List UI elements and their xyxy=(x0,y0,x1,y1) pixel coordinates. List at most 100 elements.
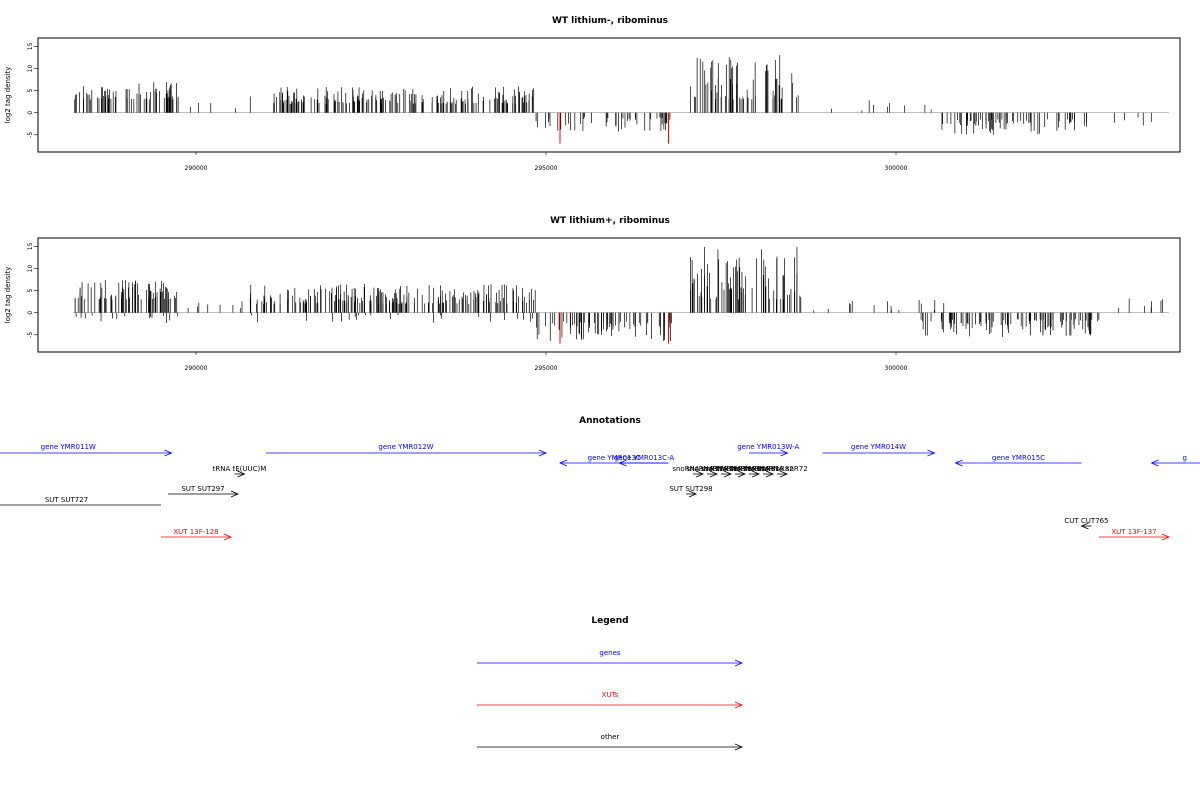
track-panel-lithium-minus: WT lithium-, ribominus log2 tag density … xyxy=(4,16,1181,172)
feature-arrow-head xyxy=(709,470,719,478)
feature-arrow-head xyxy=(688,490,698,498)
y-tick-label: -5 xyxy=(27,132,34,138)
feature-label: snoRNA snR77 xyxy=(672,465,723,473)
y-tick-label: 10 xyxy=(27,65,34,73)
track-title: WT lithium-, ribominus xyxy=(552,16,668,26)
plot-frame xyxy=(37,237,1181,353)
annotation-feature: snoRNA snR72 xyxy=(756,465,808,478)
y-tick-label: -5 xyxy=(27,332,34,338)
annotation-feature: snoRNA snR78 xyxy=(686,465,738,478)
feature-label: XUT 13F-137 xyxy=(1111,528,1156,536)
density-bars xyxy=(73,54,1169,144)
x-tick-label: 290000 xyxy=(185,365,208,372)
y-tick-label: 10 xyxy=(27,265,34,273)
y-tick-label: 15 xyxy=(27,42,34,50)
x-tick-label: 295000 xyxy=(535,165,558,172)
annotation-feature: snoRNA snR82 xyxy=(742,465,794,478)
annotation-feature: snoRNA snR80 xyxy=(714,465,766,478)
feature-arrow-head xyxy=(223,533,233,541)
y-axis-ticks: -5 0 5 10 15 xyxy=(27,42,38,138)
track-title: WT lithium+, ribominus xyxy=(550,216,670,226)
annotation-feature: SUT SUT298 xyxy=(669,485,713,498)
legend-label: genes xyxy=(599,649,620,657)
annotation-feature: gene YMR013C-A xyxy=(614,454,675,467)
feature-label: gene YMR011W xyxy=(41,443,96,451)
feature-label: snoRNA snR81 xyxy=(728,465,779,473)
feature-label: snoRNA snR82 xyxy=(742,465,793,473)
y-tick-label: 0 xyxy=(27,111,34,115)
feature-arrow-head xyxy=(538,449,548,457)
feature-arrow-head xyxy=(695,470,705,478)
legend-item: XUTs xyxy=(477,691,744,709)
x-tick-label: 300000 xyxy=(885,365,908,372)
x-axis-ticks: 290000 295000 300000 xyxy=(185,352,908,372)
feature-label: gene YMR012W xyxy=(378,443,433,451)
feature-label: SUT SUT297 xyxy=(181,485,224,493)
feature-arrow-head xyxy=(1080,522,1089,530)
plot-frame xyxy=(37,37,1181,153)
annotation-feature: gene YMR013W-A xyxy=(737,443,799,457)
annotation-feature: gene YMR012W xyxy=(266,443,548,457)
annotation-feature: snoRNA snR81 xyxy=(728,465,780,478)
annotation-feature: g xyxy=(1150,454,1200,467)
legend-arrow-head xyxy=(734,743,744,751)
feature-label: SUT SUT727 xyxy=(45,496,88,504)
feature-arrow-head xyxy=(237,470,246,478)
x-tick-label: 300000 xyxy=(885,165,908,172)
feature-label: XUT 13F-128 xyxy=(173,528,218,536)
annotation-features: gene YMR011W gene YMR012W gene YMR013W-A ge… xyxy=(0,443,1200,541)
y-tick-label: 5 xyxy=(27,88,34,92)
feature-label: snoRNA snR79 xyxy=(700,465,751,473)
feature-label: gene YMR014W xyxy=(851,443,906,451)
legend-title: Legend xyxy=(591,616,628,626)
feature-label: gene YMR015C xyxy=(992,454,1045,462)
legend-item: genes xyxy=(477,649,744,667)
y-axis-label: log2 tag density xyxy=(4,267,12,324)
annotation-feature: gene YMR015C xyxy=(954,454,1082,467)
annotation-feature: SUT SUT297 xyxy=(168,485,240,498)
annotation-feature: tRNA tE(UUC)M xyxy=(213,465,267,478)
legend-label: XUTs xyxy=(602,691,619,699)
feature-arrow-head xyxy=(765,470,775,478)
annotation-feature: CUT CUT765 xyxy=(1064,517,1109,530)
feature-label: g xyxy=(1183,454,1187,462)
feature-label: snoRNA snR78 xyxy=(686,465,737,473)
feature-arrow-head xyxy=(1150,459,1159,467)
legend-items: genes XUTs other xyxy=(477,649,744,751)
legend-panel: Legend genes XUTs other xyxy=(477,616,744,751)
annotation-feature: gene YMR014W xyxy=(822,443,936,457)
feature-label: SUT SUT298 xyxy=(669,485,712,493)
y-axis-ticks: -5 0 5 10 15 xyxy=(27,242,38,338)
legend-item: other xyxy=(477,733,744,751)
feature-label: gene YMR013W-A xyxy=(737,443,799,451)
feature-label: tRNA tE(UUC)M xyxy=(213,465,267,473)
legend-arrow-head xyxy=(734,659,744,667)
annotation-feature: snoRNA snR77 xyxy=(672,465,724,478)
feature-arrow-head xyxy=(780,449,789,457)
feature-arrow-head xyxy=(954,459,963,467)
feature-arrow-head xyxy=(737,470,747,478)
annotation-feature: gene YMR011W xyxy=(0,443,173,457)
feature-arrow-head xyxy=(723,470,733,478)
feature-arrow-head xyxy=(230,490,240,498)
feature-arrow-head xyxy=(927,449,936,457)
x-tick-label: 295000 xyxy=(535,365,558,372)
feature-arrow-head xyxy=(751,470,761,478)
density-bars xyxy=(73,246,1169,344)
feature-label: snoRNA snR72 xyxy=(756,465,807,473)
feature-arrow-head xyxy=(1161,533,1171,541)
feature-arrow-head xyxy=(558,459,568,467)
x-tick-label: 290000 xyxy=(185,165,208,172)
annotation-feature: SUT SUT727 xyxy=(0,496,161,506)
track-panel-lithium-plus: WT lithium+, ribominus log2 tag density … xyxy=(4,216,1181,372)
feature-label: gene YMR013C-A xyxy=(614,454,675,462)
y-tick-label: 5 xyxy=(27,288,34,292)
feature-arrow-head xyxy=(618,459,627,467)
annotation-feature: snoRNA snR79 xyxy=(700,465,752,478)
annotation-feature: XUT 13F-128 xyxy=(161,528,233,541)
annotations-panel: Annotations gene YMR011W gene YMR012W gene… xyxy=(0,416,1200,541)
annotations-title: Annotations xyxy=(579,416,641,426)
y-tick-label: 0 xyxy=(27,311,34,315)
annotation-feature: XUT 13F-137 xyxy=(1099,528,1171,541)
